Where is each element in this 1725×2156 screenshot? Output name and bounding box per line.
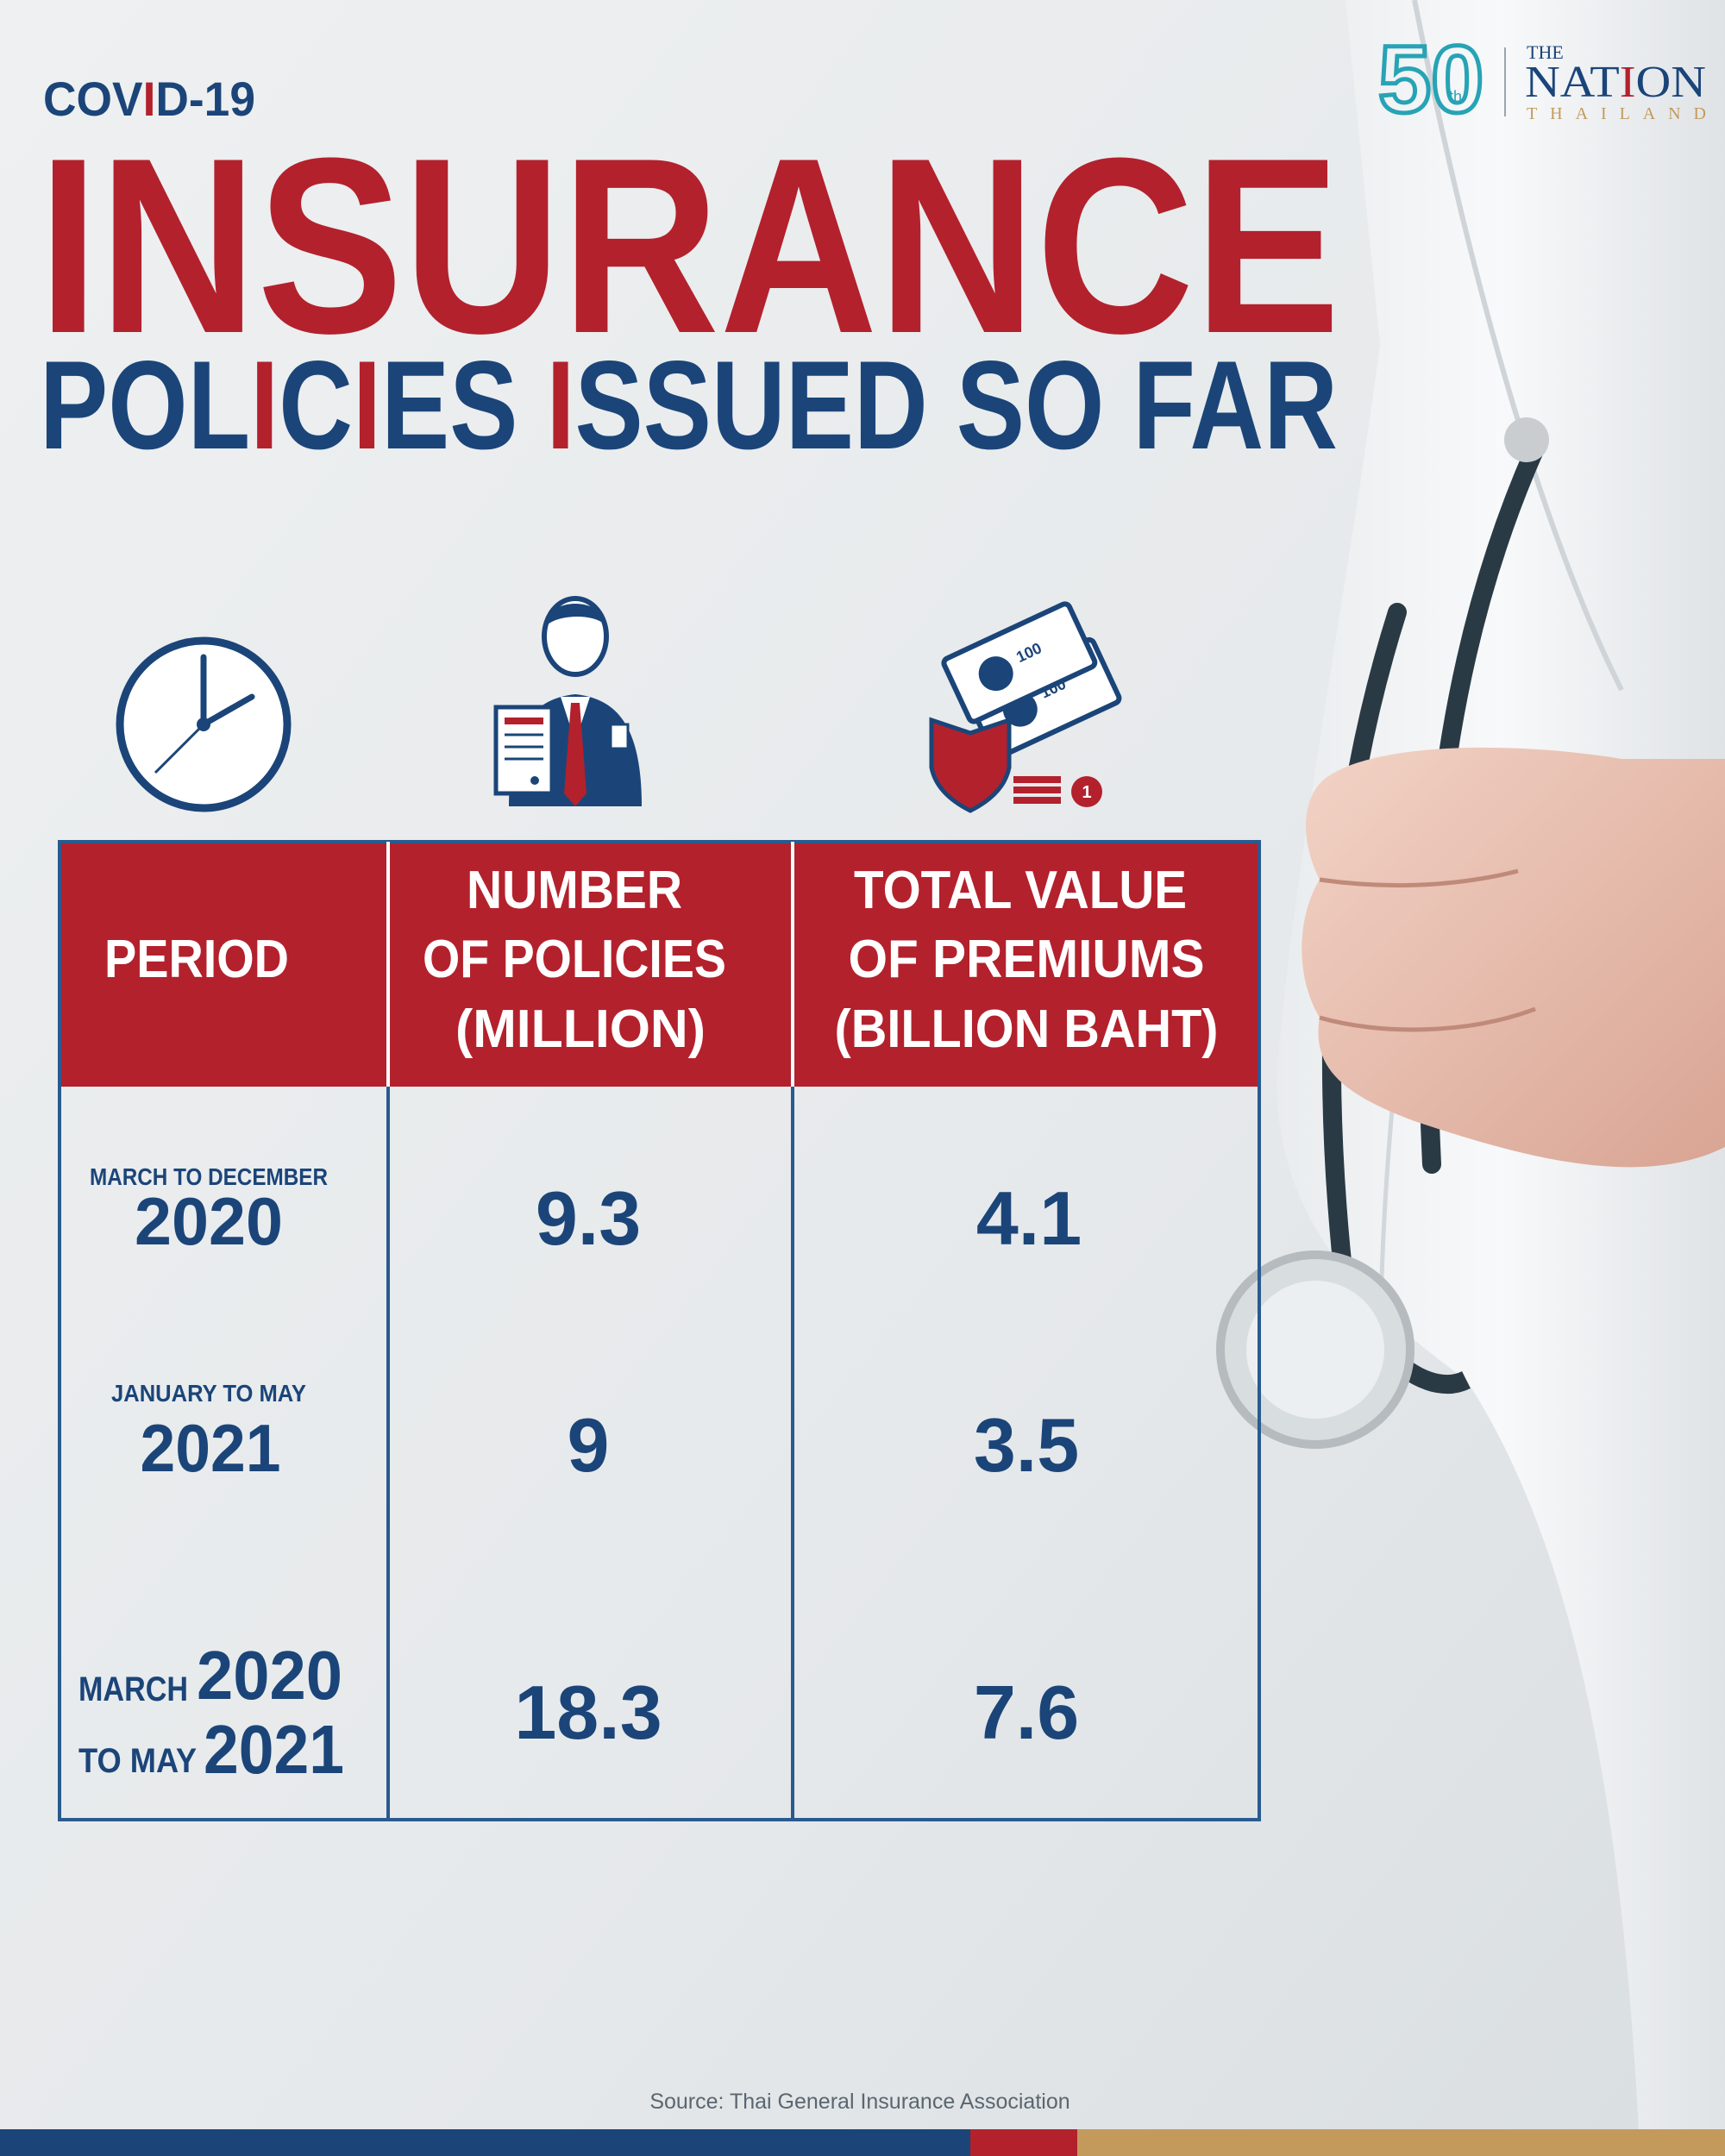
- column-header: TOTAL VALUE: [854, 861, 1187, 920]
- subtitle: POLICIES ISSUED SO FAR: [40, 335, 1338, 475]
- period-year: 2021: [204, 1711, 344, 1788]
- title: INSURANCE: [38, 106, 1340, 385]
- column-header: (MILLION): [455, 1000, 706, 1059]
- period-year: 2020: [135, 1183, 283, 1259]
- kicker: COVID-19: [43, 72, 255, 126]
- footer-bar: [0, 2129, 1725, 2156]
- policies-value: 9.3: [536, 1175, 641, 1261]
- period-label: TO MAY: [78, 1742, 197, 1780]
- premiums-value: 3.5: [974, 1402, 1079, 1488]
- column-header: PERIOD: [104, 930, 289, 989]
- period-year: 2021: [141, 1410, 281, 1486]
- column-header: NUMBER: [467, 861, 682, 920]
- doctor-illustration: [1216, 0, 1725, 2130]
- logo-name: NAT ION: [1525, 58, 1706, 107]
- table-border: [58, 840, 1261, 1821]
- column-header: OF POLICIES: [423, 930, 726, 989]
- column-header: (BILLION BAHT): [835, 1000, 1219, 1059]
- table-header-bg: [60, 842, 1259, 1087]
- logo-the: THE: [1527, 41, 1564, 63]
- premiums-value: 7.6: [974, 1670, 1079, 1755]
- period-label: JANUARY TO MAY: [111, 1380, 306, 1407]
- agent-icon: [493, 596, 642, 806]
- table: PERIOD NUMBER OF POLICIES (MILLION) TOTA…: [58, 840, 1261, 1821]
- period-year: 2020: [197, 1637, 342, 1714]
- period-label: MARCH TO DECEMBER: [90, 1163, 328, 1190]
- clock-icon: [116, 636, 292, 812]
- column-header: OF PREMIUMS: [849, 930, 1205, 989]
- policies-value: 9: [568, 1402, 610, 1488]
- logo-suffix: th: [1449, 88, 1462, 105]
- period-label: MARCH: [78, 1670, 188, 1708]
- policies-value: 18.3: [514, 1670, 662, 1755]
- logo-anniversary: 50: [1378, 27, 1484, 133]
- coin-label: 1: [1082, 783, 1091, 802]
- premiums-value: 4.1: [976, 1175, 1082, 1261]
- money-icon: 100 100 1: [929, 601, 1122, 813]
- source: Source: Thai General Insurance Associati…: [649, 2090, 1070, 2114]
